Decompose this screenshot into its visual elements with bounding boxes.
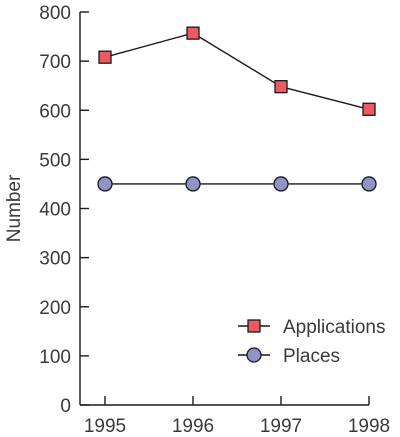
x-tick-label: 1997	[260, 416, 302, 437]
series-markers-places	[97, 176, 377, 192]
y-axis-title: Number	[4, 174, 25, 242]
data-point	[274, 80, 288, 94]
data-point	[98, 50, 112, 64]
y-tick-label: 300	[39, 249, 71, 270]
y-tick-label: 500	[39, 150, 71, 171]
data-point	[97, 176, 113, 192]
y-tick-label: 100	[39, 347, 71, 368]
series-applications	[104, 32, 370, 110]
y-tick-label: 700	[39, 52, 71, 73]
x-tick-label: 1996	[172, 416, 214, 437]
y-axis: 0 100 200 300 400 500 600 700 800	[39, 3, 89, 417]
y-tick-label: 0	[60, 396, 71, 417]
y-tick-label: 800	[39, 3, 71, 24]
legend-marker	[246, 347, 262, 363]
x-axis: 1995 1996 1997 1998	[80, 396, 390, 437]
x-tick-label: 1995	[84, 416, 126, 437]
legend-item-applications: Applications	[238, 317, 385, 338]
series-markers-applications	[98, 26, 376, 116]
data-point	[186, 26, 200, 40]
legend: Applications Places	[238, 317, 385, 367]
y-tick-label: 600	[39, 101, 71, 122]
data-point	[273, 176, 289, 192]
data-point	[362, 102, 376, 116]
legend-label: Places	[283, 346, 340, 367]
x-tick-label: 1998	[348, 416, 390, 437]
legend-marker	[247, 319, 261, 333]
y-tick-label: 400	[39, 200, 71, 221]
legend-label: Applications	[283, 317, 385, 338]
series-line	[104, 32, 370, 110]
data-point	[185, 176, 201, 192]
legend-item-places: Places	[238, 346, 340, 367]
data-point	[361, 176, 377, 192]
series-layer	[97, 26, 377, 192]
y-tick-label: 200	[39, 298, 71, 319]
